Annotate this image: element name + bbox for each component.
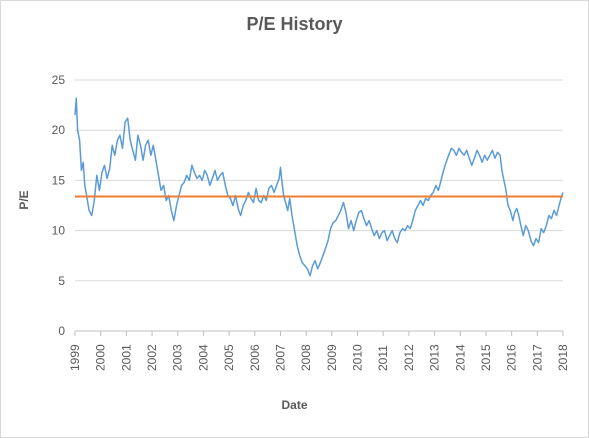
x-tick-label: 2004 [196,344,210,371]
y-tick-label: 5 [58,274,65,288]
x-tick-label: 2013 [428,344,442,371]
x-tick-label: 2014 [453,344,467,371]
x-tick-label: 2010 [351,344,365,371]
y-tick-label: 0 [58,324,65,338]
y-tick-labels: 0 5 10 15 20 25 [52,73,66,338]
x-tick-label: 2011 [376,345,390,371]
x-axis-label: Date [281,398,308,412]
x-tick-label: 2006 [248,344,262,371]
chart-title: P/E History [246,14,343,34]
x-tick-label: 2002 [145,344,159,371]
x-tick-label: 2008 [299,344,313,371]
x-tick-label: 2000 [94,344,108,371]
x-tick-label: 1999 [68,344,82,371]
x-tick-label: 2018 [556,344,570,371]
x-tick-label: 2005 [222,344,236,371]
x-tick-labels: 1999 2000 2001 2002 2003 2004 2005 2006 2007 2008… [68,344,570,371]
y-tick-label: 15 [52,173,66,187]
y-tick-label: 25 [52,73,66,87]
x-tick-label: 2007 [273,344,287,371]
y-tick-label: 20 [52,123,66,137]
x-tick-label: 2009 [325,344,339,371]
x-tick-label: 2012 [402,344,416,371]
series-lines [74,97,564,277]
gridlines [74,79,564,336]
series-line-pe [74,97,564,277]
x-tick-label: 2016 [505,344,519,371]
x-tick-label: 2003 [171,344,185,371]
x-tick-label: 2001 [119,344,133,371]
x-tick-label: 2017 [530,344,544,371]
y-tick-label: 10 [52,224,66,238]
x-tick-label: 2015 [479,344,493,371]
